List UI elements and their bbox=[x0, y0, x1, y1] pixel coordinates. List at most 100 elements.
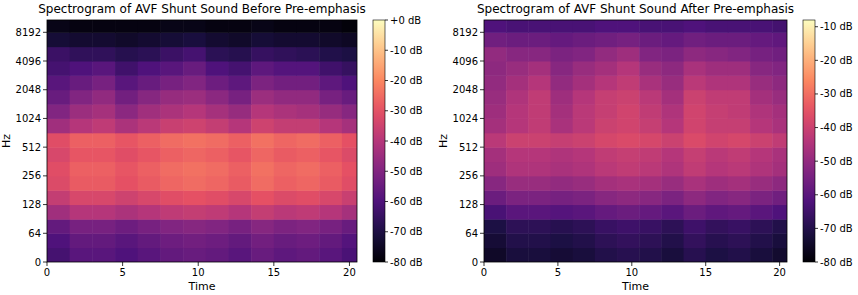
colorbar-tick bbox=[385, 80, 388, 81]
chart: 051015200641282565121024204840968192Spec… bbox=[0, 2, 423, 293]
cell bbox=[160, 104, 183, 119]
cell bbox=[160, 75, 183, 90]
x-tick-label: 5 bbox=[555, 267, 561, 278]
colorbar-tick-label: -40 dB bbox=[390, 136, 423, 147]
cell bbox=[528, 190, 551, 205]
cell bbox=[706, 75, 729, 90]
cell bbox=[528, 176, 551, 191]
cell bbox=[617, 176, 640, 191]
cell bbox=[228, 205, 251, 220]
cell bbox=[772, 133, 787, 148]
cell bbox=[573, 219, 596, 234]
cell bbox=[551, 47, 574, 62]
cell bbox=[70, 90, 93, 105]
cell bbox=[484, 147, 507, 162]
cell bbox=[342, 75, 357, 90]
cell bbox=[92, 20, 115, 33]
cell bbox=[70, 219, 93, 234]
cell bbox=[274, 20, 297, 33]
cell bbox=[138, 133, 161, 148]
colorbar-tick bbox=[385, 110, 388, 111]
cell bbox=[160, 176, 183, 191]
cell bbox=[750, 233, 773, 248]
cell bbox=[706, 147, 729, 162]
cell bbox=[297, 176, 320, 191]
cell bbox=[251, 90, 274, 105]
cell bbox=[551, 147, 574, 162]
cell bbox=[47, 176, 70, 191]
title: Spectrogram of AVF Shunt Sound After Pre… bbox=[477, 2, 794, 16]
cell bbox=[138, 90, 161, 105]
cell bbox=[138, 190, 161, 205]
cell bbox=[595, 248, 618, 262]
cell bbox=[115, 20, 138, 33]
cell bbox=[595, 162, 618, 177]
cell bbox=[251, 20, 274, 33]
cell bbox=[297, 32, 320, 47]
y-tick-label: 8192 bbox=[453, 27, 478, 38]
cell bbox=[506, 20, 529, 33]
cell bbox=[528, 90, 551, 105]
y-tick bbox=[43, 118, 47, 119]
x-tick bbox=[484, 262, 485, 266]
cell bbox=[528, 32, 551, 47]
colorbar-tick bbox=[385, 171, 388, 172]
cell bbox=[47, 20, 70, 33]
cell bbox=[251, 162, 274, 177]
colorbar-tick-label: -30 dB bbox=[820, 88, 853, 99]
cell bbox=[639, 32, 662, 47]
cell bbox=[639, 147, 662, 162]
cell bbox=[772, 90, 787, 105]
cell bbox=[47, 32, 70, 47]
cell bbox=[70, 133, 93, 148]
colorbar-tick bbox=[385, 201, 388, 202]
cell bbox=[772, 162, 787, 177]
y-tick-label: 256 bbox=[22, 170, 41, 181]
cell bbox=[342, 219, 357, 234]
cell bbox=[92, 190, 115, 205]
cell bbox=[297, 147, 320, 162]
cell bbox=[92, 90, 115, 105]
x-tick-label: 10 bbox=[625, 267, 638, 278]
cell bbox=[138, 118, 161, 133]
cell bbox=[506, 205, 529, 220]
cell bbox=[206, 133, 229, 148]
cell bbox=[92, 75, 115, 90]
cell bbox=[684, 205, 707, 220]
cell bbox=[484, 75, 507, 90]
cell bbox=[573, 20, 596, 33]
cell bbox=[617, 20, 640, 33]
cell bbox=[551, 162, 574, 177]
cell bbox=[595, 219, 618, 234]
cell bbox=[92, 147, 115, 162]
cell bbox=[297, 248, 320, 262]
cell bbox=[595, 75, 618, 90]
cell bbox=[47, 233, 70, 248]
colorbar-tick-label: -50 dB bbox=[390, 166, 423, 177]
colorbar-tick bbox=[385, 20, 388, 21]
colorbar-tick-label: +0 dB bbox=[390, 15, 421, 26]
y-tick-label: 1024 bbox=[453, 113, 478, 124]
cell bbox=[661, 133, 684, 148]
cell bbox=[206, 205, 229, 220]
cell bbox=[617, 233, 640, 248]
cell bbox=[750, 190, 773, 205]
cell bbox=[639, 233, 662, 248]
cell bbox=[528, 205, 551, 220]
cell bbox=[160, 190, 183, 205]
cell bbox=[684, 20, 707, 33]
cell bbox=[484, 205, 507, 220]
y-tick bbox=[480, 147, 484, 148]
cell bbox=[160, 219, 183, 234]
cell bbox=[573, 61, 596, 76]
cell bbox=[506, 176, 529, 191]
cell bbox=[617, 47, 640, 62]
cell bbox=[506, 162, 529, 177]
cell bbox=[617, 147, 640, 162]
cell bbox=[750, 32, 773, 47]
cell bbox=[706, 32, 729, 47]
cell bbox=[297, 90, 320, 105]
cell bbox=[551, 205, 574, 220]
cell bbox=[639, 47, 662, 62]
cell bbox=[617, 75, 640, 90]
